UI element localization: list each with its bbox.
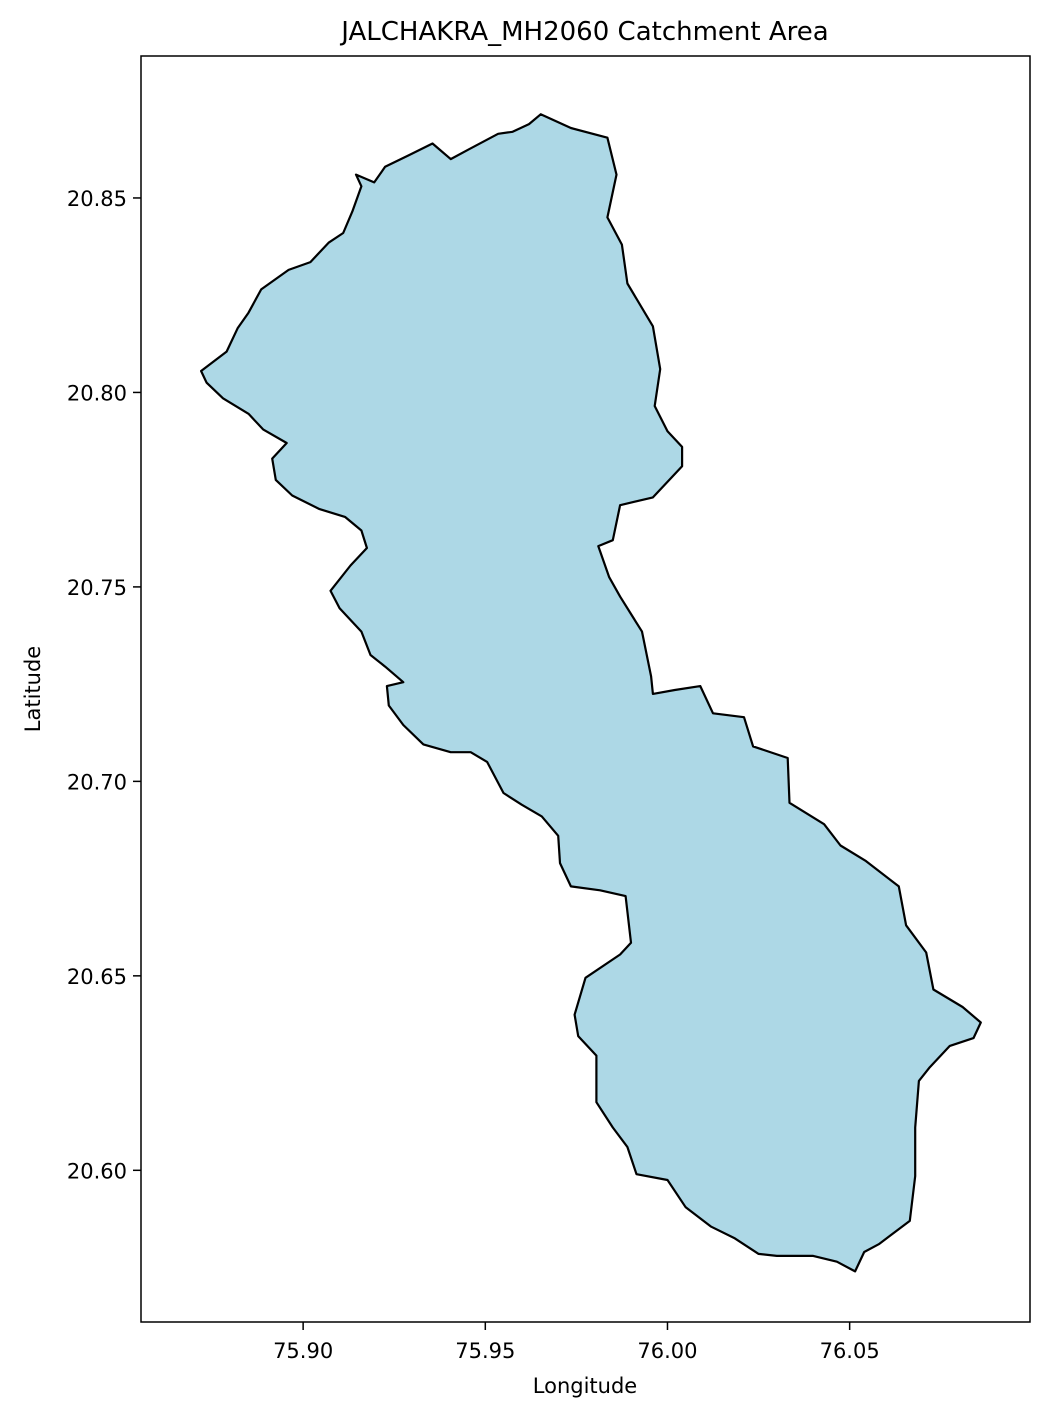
x-axis-label: Longitude: [533, 1374, 637, 1398]
y-tick-label: 20.60: [67, 1159, 127, 1183]
y-tick-label: 20.65: [67, 965, 127, 989]
x-tick-label: 76.00: [637, 1339, 697, 1363]
x-tick-label: 75.90: [273, 1339, 333, 1363]
axes-frame: [140, 55, 1031, 1323]
y-axis-label: Latitude: [21, 646, 45, 732]
y-axis-ticks: 20.60 20.65 20.70 20.75 20.80 20.85: [67, 187, 141, 1183]
y-tick-label: 20.75: [67, 576, 127, 600]
catchment-polygon: [200, 113, 982, 1273]
y-tick-label: 20.70: [67, 770, 127, 794]
y-tick-label: 20.80: [67, 381, 127, 405]
x-tick-label: 75.95: [455, 1339, 515, 1363]
x-tick-label: 76.05: [820, 1339, 880, 1363]
x-axis-ticks: 75.90 75.95 76.00 76.05: [273, 1322, 880, 1363]
catchment-layer: [200, 113, 982, 1273]
y-tick-label: 20.85: [67, 187, 127, 211]
map-title: JALCHAKRA_MH2060 Catchment Area: [339, 17, 828, 47]
